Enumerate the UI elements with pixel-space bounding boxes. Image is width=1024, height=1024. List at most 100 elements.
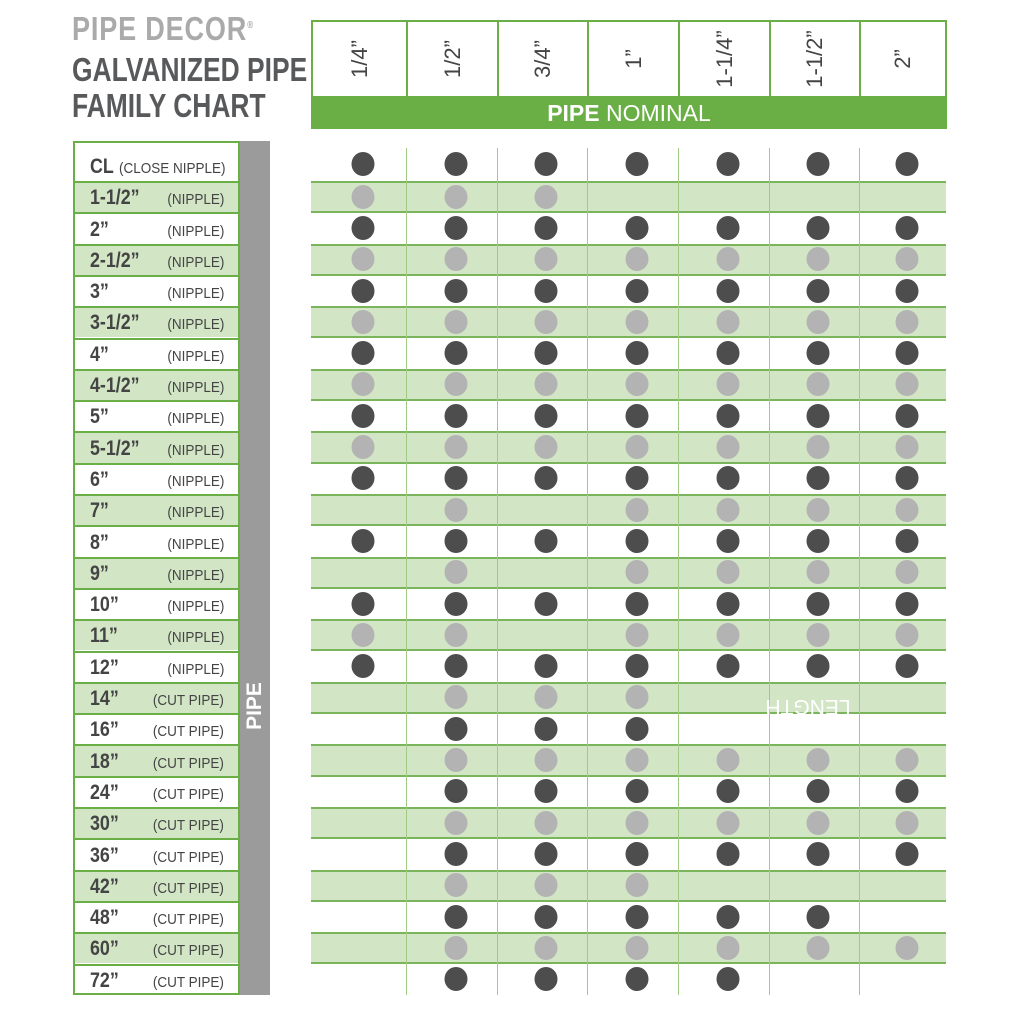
row-label: 5” (NIPPLE) bbox=[75, 400, 238, 431]
availability-dot bbox=[806, 935, 830, 960]
availability-dot bbox=[895, 309, 918, 334]
availability-dot bbox=[534, 309, 558, 334]
row-type: (CUT PIPE) bbox=[152, 942, 224, 960]
row-type: (NIPPLE) bbox=[166, 316, 224, 334]
availability-dot bbox=[895, 247, 918, 272]
availability-dot bbox=[444, 841, 467, 866]
availability-dot bbox=[351, 341, 374, 366]
availability-dot bbox=[534, 591, 558, 616]
grid-line bbox=[406, 148, 407, 995]
column-header: 3/4” bbox=[497, 20, 587, 98]
availability-dot bbox=[444, 622, 467, 647]
row-type: (CLOSE NIPPLE) bbox=[119, 160, 226, 177]
row-type: (NIPPLE) bbox=[166, 566, 224, 584]
availability-dot bbox=[625, 841, 648, 866]
column-header: 1” bbox=[587, 20, 678, 98]
brand-name: PIPE DECOR bbox=[72, 10, 248, 47]
row-label: 12” (NIPPLE) bbox=[75, 650, 238, 682]
availability-dot bbox=[351, 435, 374, 460]
column-header: 1-1/4” bbox=[678, 20, 769, 98]
availability-dot bbox=[806, 810, 830, 835]
registered-mark: ® bbox=[247, 20, 254, 31]
availability-dot bbox=[351, 184, 374, 209]
row-label: 1-1/2” (NIPPLE) bbox=[75, 181, 238, 213]
row-type: (NIPPLE) bbox=[166, 253, 224, 271]
availability-dot bbox=[534, 403, 558, 428]
availability-dot bbox=[534, 372, 558, 397]
column-header-label: 1-1/4” bbox=[711, 30, 737, 88]
availability-dot bbox=[895, 841, 918, 866]
availability-dot bbox=[625, 654, 648, 679]
availability-dot bbox=[444, 654, 467, 679]
row-label: 36” (CUT PIPE) bbox=[75, 838, 238, 869]
availability-dot bbox=[534, 528, 558, 553]
availability-dot bbox=[351, 309, 374, 334]
availability-dot bbox=[351, 403, 374, 428]
availability-dot bbox=[895, 152, 918, 176]
row-type: (NIPPLE) bbox=[166, 504, 224, 522]
availability-dot bbox=[534, 152, 558, 176]
availability-dot bbox=[806, 497, 830, 522]
row-type: (CUT PIPE) bbox=[152, 911, 224, 929]
row-label: 14” (CUT PIPE) bbox=[75, 681, 238, 714]
availability-dot bbox=[534, 435, 558, 460]
availability-dot bbox=[534, 716, 558, 741]
column-header-label: 1” bbox=[620, 49, 646, 69]
availability-dot bbox=[716, 810, 739, 835]
availability-dot bbox=[895, 748, 918, 773]
availability-dot bbox=[895, 497, 918, 522]
row-length: 2-1/2” bbox=[90, 248, 140, 272]
row-label: 2-1/2” (NIPPLE) bbox=[75, 243, 238, 275]
availability-dot bbox=[351, 466, 374, 491]
row-type: (CUT PIPE) bbox=[152, 817, 224, 835]
row-length: 48” bbox=[90, 906, 119, 930]
availability-dot bbox=[534, 967, 558, 992]
availability-dot bbox=[625, 152, 648, 176]
row-length: 3-1/2” bbox=[90, 311, 140, 335]
availability-dot bbox=[895, 528, 918, 553]
availability-dot bbox=[625, 685, 648, 710]
availability-dot bbox=[351, 528, 374, 553]
row-label: 2” (NIPPLE) bbox=[75, 212, 238, 243]
availability-dot bbox=[444, 810, 467, 835]
availability-dot bbox=[895, 810, 918, 835]
availability-dot bbox=[895, 591, 918, 616]
availability-dot bbox=[534, 873, 558, 898]
availability-dot bbox=[806, 372, 830, 397]
availability-dot bbox=[534, 278, 558, 303]
availability-dot bbox=[625, 497, 648, 522]
availability-dot bbox=[534, 810, 558, 835]
row-label: 3-1/2” (NIPPLE) bbox=[75, 306, 238, 338]
availability-dot bbox=[806, 779, 830, 804]
row-label: 4-1/2” (NIPPLE) bbox=[75, 368, 238, 401]
availability-dot bbox=[444, 309, 467, 334]
availability-dot bbox=[534, 779, 558, 804]
availability-dot bbox=[534, 654, 558, 679]
brand-logo: PIPE DECOR® bbox=[72, 10, 254, 48]
availability-dot bbox=[444, 403, 467, 428]
grid-line bbox=[497, 148, 498, 995]
availability-dot bbox=[444, 152, 467, 176]
row-type: (NIPPLE) bbox=[166, 472, 224, 490]
row-label: 4” (NIPPLE) bbox=[75, 337, 238, 369]
row-label: 5-1/2” (NIPPLE) bbox=[75, 431, 238, 463]
availability-dot bbox=[444, 591, 467, 616]
availability-dot bbox=[895, 622, 918, 647]
availability-dot bbox=[716, 152, 739, 176]
row-type: (NIPPLE) bbox=[166, 285, 224, 303]
row-length: 5” bbox=[90, 405, 109, 429]
availability-dot bbox=[351, 372, 374, 397]
availability-dot bbox=[716, 309, 739, 334]
availability-dot bbox=[534, 184, 558, 209]
availability-dot bbox=[625, 779, 648, 804]
row-length: 16” bbox=[90, 718, 119, 742]
pipe-length-box bbox=[73, 141, 240, 995]
availability-dot bbox=[444, 685, 467, 710]
availability-dot bbox=[716, 935, 739, 960]
availability-dot bbox=[534, 685, 558, 710]
row-length: 7” bbox=[90, 499, 109, 523]
availability-dot bbox=[716, 967, 739, 992]
availability-dot bbox=[444, 967, 467, 992]
row-length: 8” bbox=[90, 530, 109, 554]
row-type: (CUT PIPE) bbox=[152, 723, 224, 741]
